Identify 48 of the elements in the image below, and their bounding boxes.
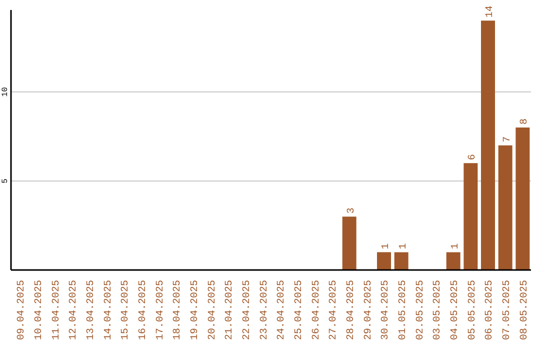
x-tick-label: 02.05.2025 [415,280,426,340]
x-tick-label: 19.04.2025 [190,280,201,340]
bar [394,252,408,270]
data-label: 1 [450,243,462,250]
x-tick-label: 20.04.2025 [207,280,218,340]
bar [342,216,356,270]
x-tick-label: 24.04.2025 [276,280,288,340]
data-label: 1 [398,243,410,250]
x-tick-label: 09.04.2025 [16,280,28,340]
x-tick-label: 04.05.2025 [450,280,461,340]
y-tick-label: 5 [1,178,10,184]
x-tick-label: 22.04.2025 [242,280,253,340]
x-tick-label: 14.04.2025 [103,280,114,340]
x-tick-label: 01.05.2025 [398,280,409,340]
y-tick-label: 10 [1,86,10,97]
x-tick-label: 07.05.2025 [502,280,513,340]
data-label: 3 [346,208,358,214]
x-tick-label: 23.04.2025 [259,280,270,340]
x-tick-label: 30.04.2025 [380,280,392,340]
x-tick-label: 13.04.2025 [86,280,97,340]
data-label: 14 [485,6,496,18]
bar [377,252,391,270]
bar [516,128,530,270]
x-tick-label: 11.04.2025 [51,280,62,340]
x-tick-label: 10.04.2025 [34,280,45,340]
x-tick-label: 27.04.2025 [328,280,340,340]
x-tick-label: 28.04.2025 [346,280,357,340]
bar [446,252,460,270]
x-tick-label: 15.04.2025 [120,280,132,340]
data-label: 7 [502,136,514,142]
bar [464,163,478,270]
x-tick-label: 03.05.2025 [432,280,444,340]
bar [481,20,495,270]
x-tick-label: 17.04.2025 [155,280,166,340]
x-tick-label: 08.05.2025 [519,280,530,340]
x-tick-label: 25.04.2025 [294,280,305,340]
x-tick-label: 18.04.2025 [172,280,184,340]
bar [498,145,512,270]
x-tick-label: 21.04.2025 [224,280,236,340]
x-tick-label: 12.04.2025 [68,280,80,340]
x-tick-label: 26.04.2025 [311,280,322,340]
x-tick-label: 06.05.2025 [484,280,496,340]
data-label: 8 [520,118,531,125]
x-tick-label: 05.05.2025 [467,280,478,340]
x-tick-label: 16.04.2025 [138,280,149,340]
x-tick-label: 29.04.2025 [363,280,374,340]
data-label: 6 [468,154,479,160]
data-label: 1 [381,243,392,250]
